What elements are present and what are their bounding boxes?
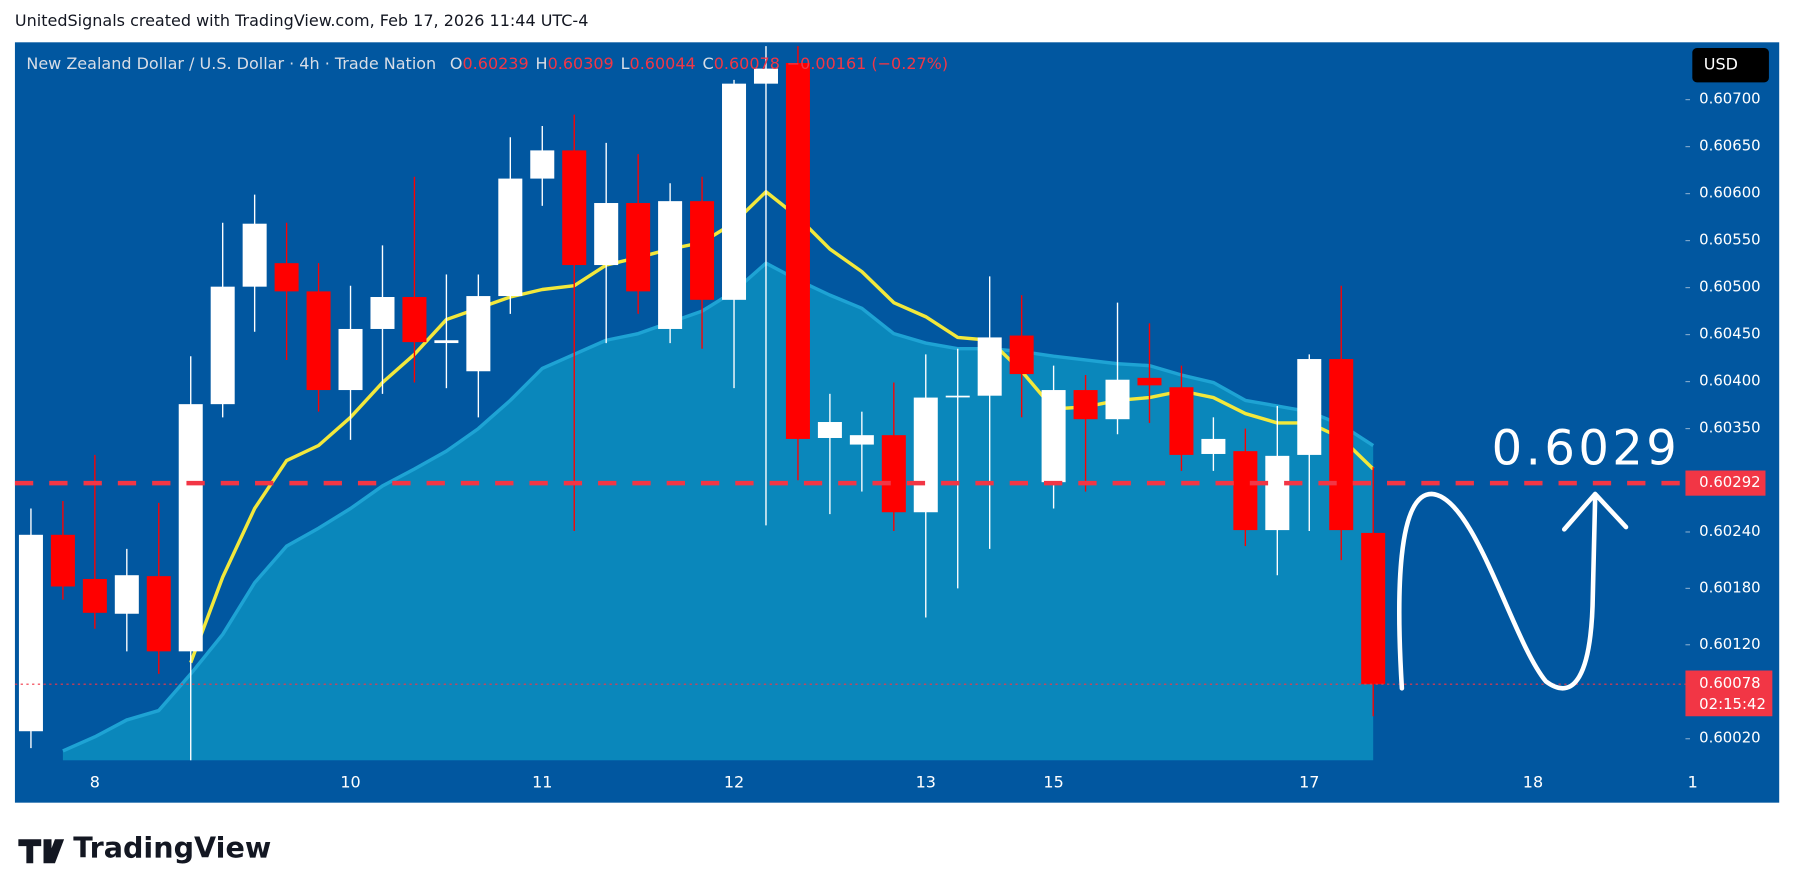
candle-body [1073,390,1098,420]
candle-body [210,286,235,405]
candle-body [626,203,651,292]
candle-body [338,328,363,391]
x-tick-label: 11 [532,773,552,792]
candle-body [658,201,683,329]
legend-key: C [703,54,714,73]
candle-body [498,178,523,297]
candle-body [50,534,75,587]
x-tick-label: 1 [1688,773,1698,792]
y-tick-label: 0.60550 [1699,231,1760,249]
countdown: 02:15:42 [1699,695,1766,713]
legend-value: 0.60078 [714,54,780,73]
candle-body [913,397,938,513]
currency-box [1692,48,1769,83]
x-tick-label: 8 [90,773,100,792]
candle-body [1233,451,1258,531]
candle-body [1009,335,1034,375]
candle-body [594,203,619,266]
x-tick-label: 18 [1523,773,1543,792]
candle-body [82,578,107,613]
candle-body [945,395,970,398]
y-tick-label: 0.60400 [1699,372,1760,390]
candle-body [1105,379,1130,420]
plot-area [18,46,1386,761]
currency: USD [1704,55,1738,74]
y-tick-label: 0.60700 [1699,90,1760,108]
x-tick-label: 10 [340,773,360,792]
annotation: 0.6029 [1492,421,1681,477]
candle-body [274,263,299,292]
x-tick-label: 12 [724,773,744,792]
legend-value: 0.60239 [463,54,529,73]
candle-body [466,296,491,372]
candle-body [690,201,715,300]
overlay: 0.60700 0.60650 0.60600 0.60550 0.60500 0.604… [14,90,1773,792]
logo-mark [18,839,65,864]
y-tick-label: 0.60120 [1699,635,1760,653]
header-text: UnitedSignals created with TradingView.c… [15,11,588,30]
y-tick-label: 0.60180 [1699,578,1760,596]
candle-body [178,404,203,652]
candle-body [977,337,1002,396]
candle-body [753,68,778,84]
candle-body [242,223,267,287]
ohlc-legend: New Zealand Dollar / U.S. Dollar · 4h · … [26,54,948,73]
legend-change: −0.00161 (−0.27%) [787,54,948,73]
candle-body [1137,377,1162,386]
x-tick-label: 15 [1043,773,1063,792]
y-tick-label: 0.60450 [1699,325,1760,343]
x-tick-label: 13 [916,773,936,792]
legend-key: H [536,54,548,73]
candle-body [1265,455,1290,531]
logo-text: TradingView [73,831,271,865]
price-label-box [1685,670,1773,717]
price-label: 0.60292 [1699,473,1760,491]
y-tick-label: 0.60500 [1699,278,1760,296]
legend-key: L [621,54,630,73]
ma-area [62,263,1374,761]
hand-drawn-arrow [1397,491,1629,691]
candle-body [562,150,587,266]
candle-body [402,297,427,343]
candle-body [18,534,43,732]
candle-body [1297,359,1322,455]
legend-key: O [450,54,463,73]
candle-body [849,435,874,445]
price-label-box [1685,470,1766,496]
candle-body [1041,390,1066,483]
candle-body [530,150,555,179]
candle-body [817,422,842,438]
y-tick-label: 0.60650 [1699,137,1760,155]
x-tick-label: 17 [1299,773,1319,792]
candle-body [146,576,171,652]
candle-body [370,297,395,329]
y-tick-label: 0.60020 [1699,729,1760,747]
y-tick-label: 0.60600 [1699,184,1760,202]
candle-body [1169,387,1194,455]
legend-value: 0.60044 [630,54,696,73]
candle-body [114,575,139,614]
price-label: 0.60078 [1699,674,1760,692]
ma-line [62,261,1375,753]
candle-body [785,62,810,439]
candle-body [1329,359,1354,531]
candle-body [881,435,906,513]
candle-body [434,340,459,344]
legend-value: 0.60309 [548,54,614,73]
candle-body [1361,532,1386,685]
candle-body [1201,438,1226,454]
y-tick-label: 0.60350 [1699,419,1760,437]
y-tick-label: 0.60240 [1699,522,1760,540]
symbol-title: New Zealand Dollar / U.S. Dollar · 4h · … [26,54,436,73]
candle-body [306,291,331,391]
candle-body [722,83,747,300]
